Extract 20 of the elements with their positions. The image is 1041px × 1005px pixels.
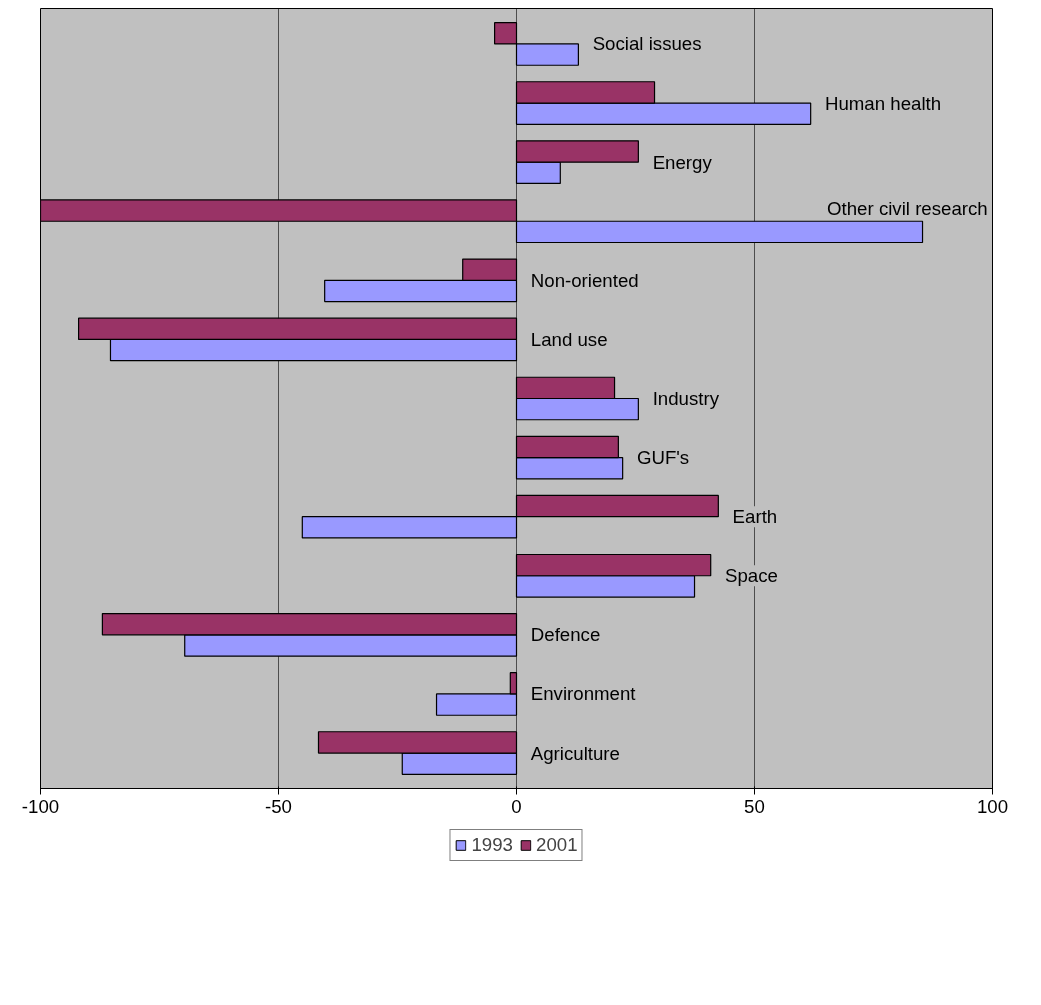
legend-label: 2001: [536, 834, 578, 856]
x-tick-label: 50: [744, 795, 765, 817]
y-tick-label: Energy: [652, 151, 713, 173]
x-tick-label: -100: [21, 795, 60, 817]
y-tick-label: Defence: [530, 624, 601, 646]
y-tick-label: Earth: [732, 506, 778, 528]
y-tick-label: GUF's: [636, 447, 690, 469]
legend-label: 1993: [471, 834, 513, 856]
y-tick-label: Industry: [652, 388, 720, 409]
x-tick-label: -50: [265, 795, 292, 817]
y-tick-label: Space: [724, 565, 778, 587]
y-tick-label: Other civil research: [827, 198, 988, 220]
y-tick-label: Social issues: [592, 33, 702, 55]
y-tick-label: Human health: [824, 92, 942, 114]
y-tick-label: Environment: [530, 683, 637, 705]
y-tick-label: Agriculture: [530, 742, 620, 764]
y-tick-label: Land use: [530, 328, 608, 350]
x-tick-label: 0: [511, 795, 522, 817]
y-tick-label: Non-oriented: [530, 269, 639, 291]
x-tick-label: 100: [976, 795, 1009, 817]
